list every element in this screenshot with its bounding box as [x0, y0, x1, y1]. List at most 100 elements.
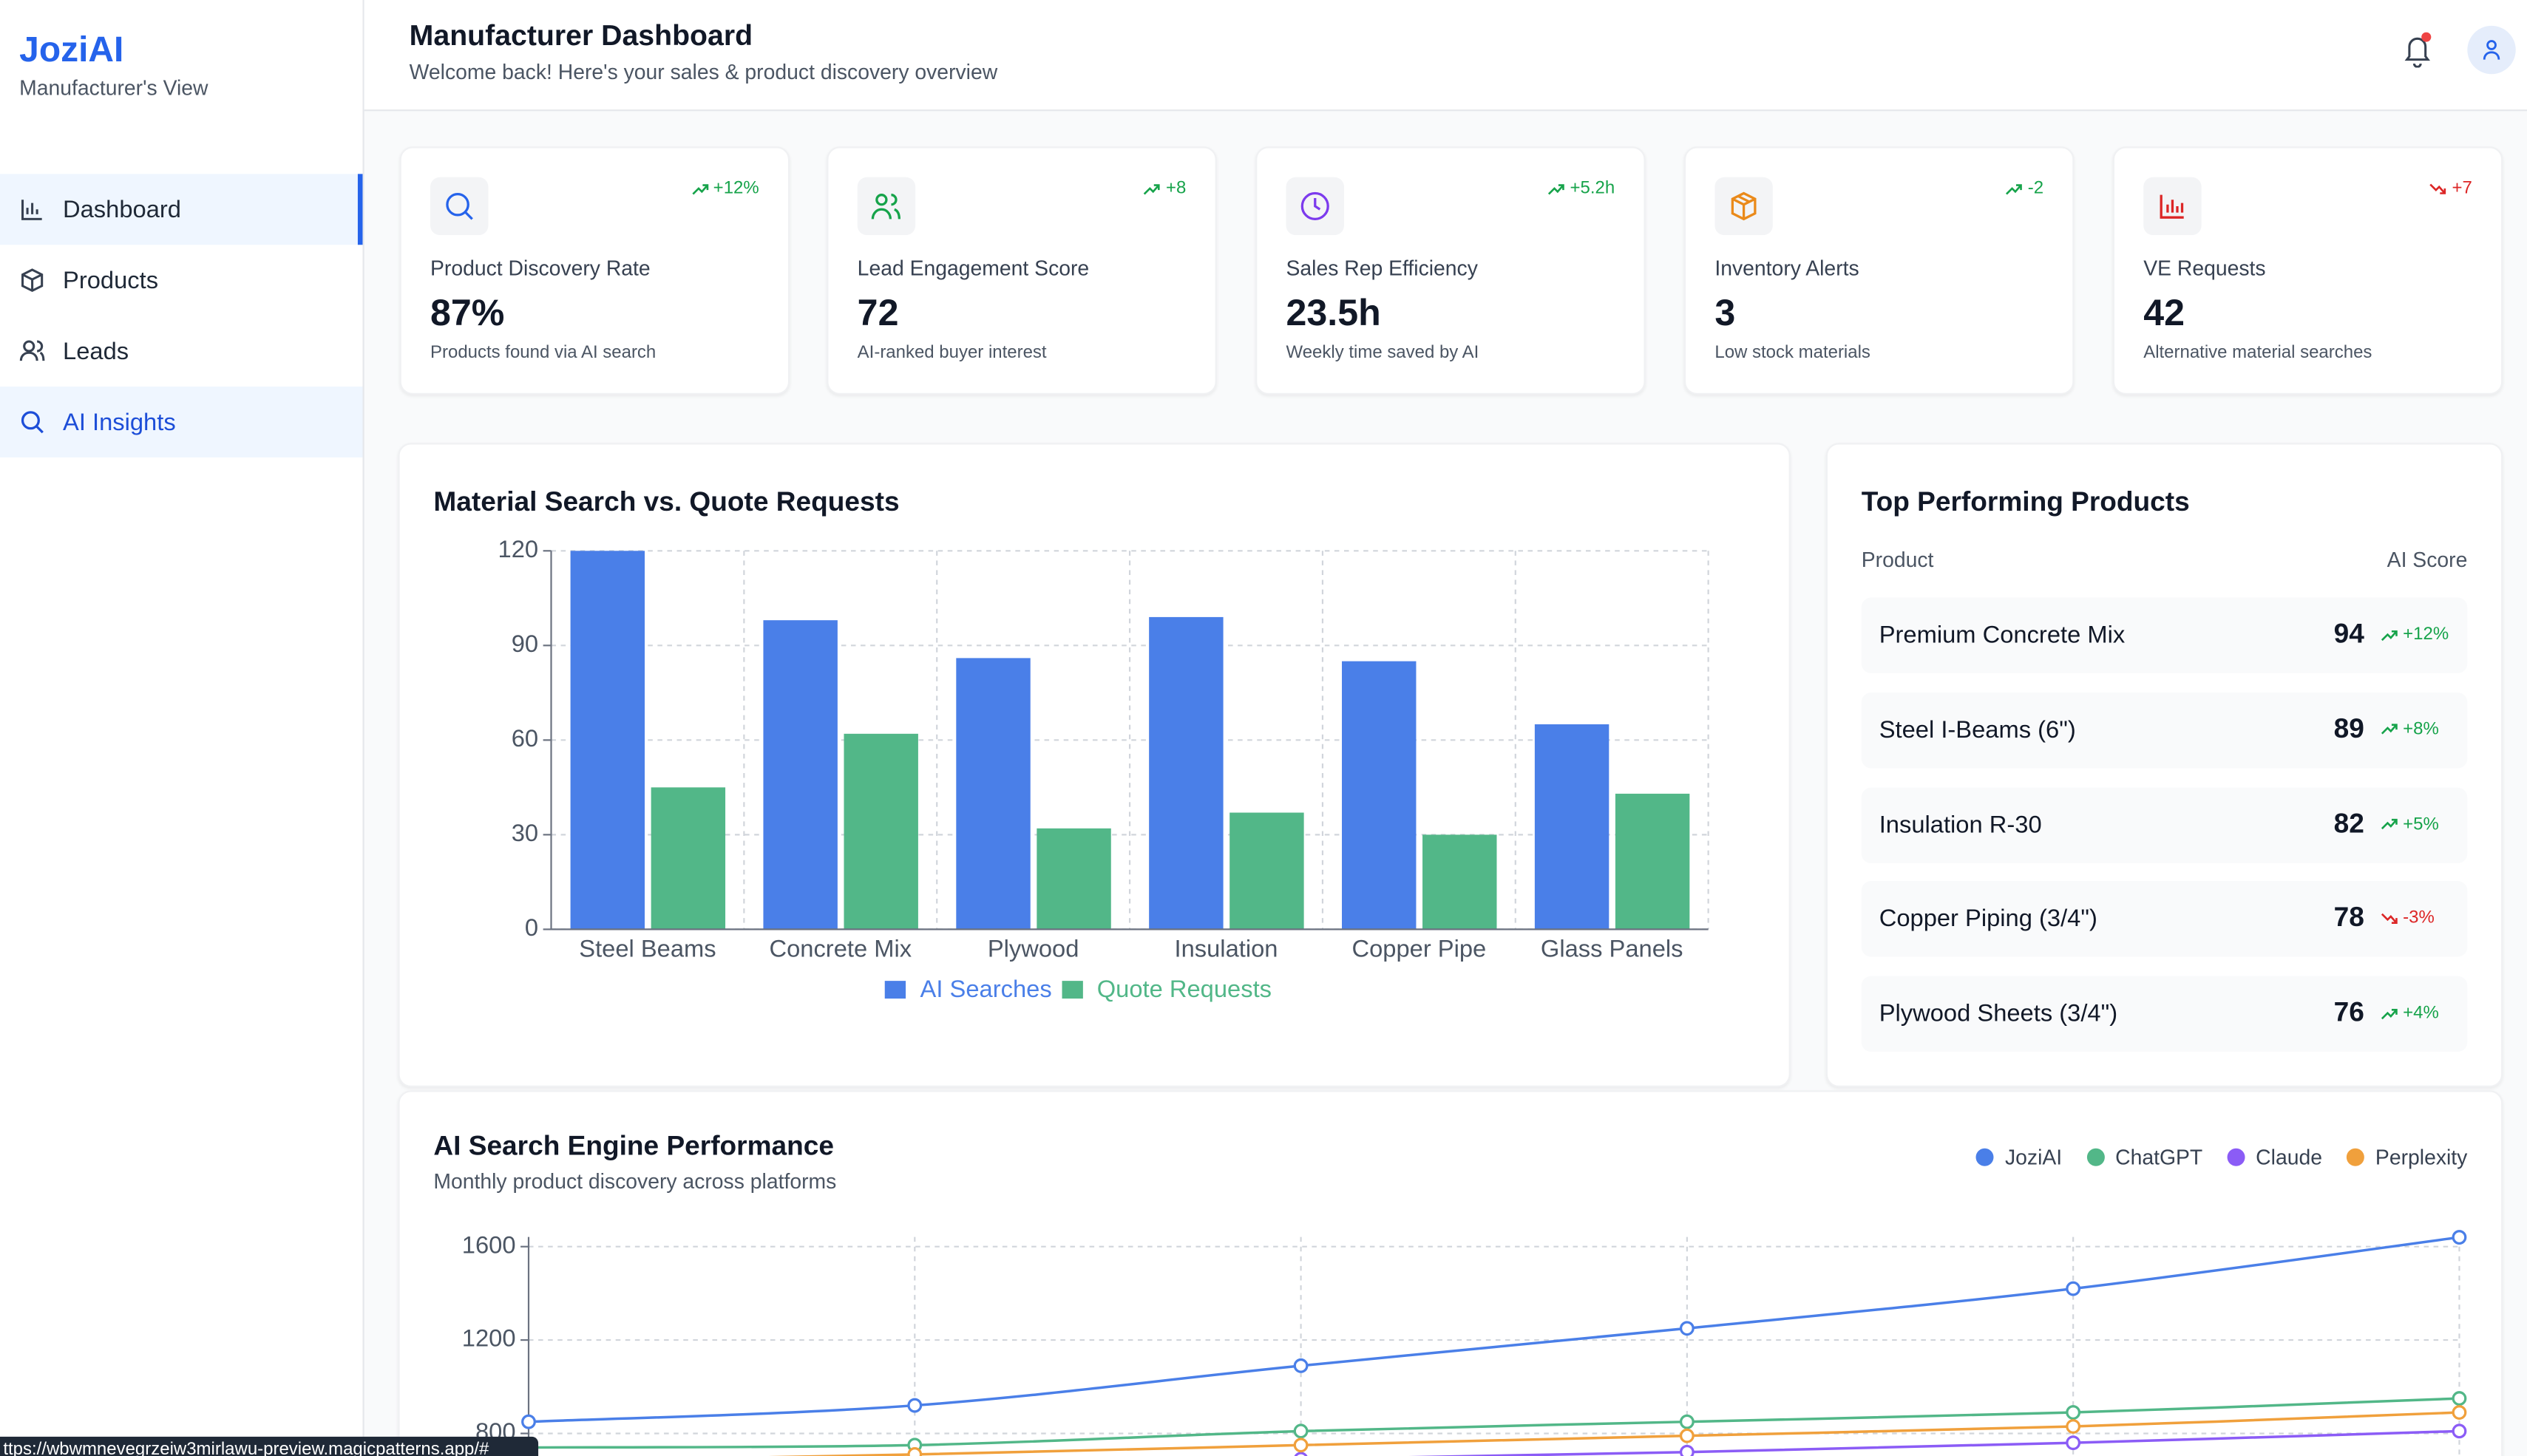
x-tick-label: Concrete Mix: [769, 934, 912, 962]
kpi-value: 23.5h: [1286, 291, 1381, 334]
kpi-card: +8 Lead Engagement Score 72 AI-ranked buyer…: [827, 146, 1217, 395]
line-series: [528, 1397, 2460, 1449]
line-chart-card: AI Search Engine Performance Monthly pro…: [398, 1090, 2503, 1456]
kpi-label: Inventory Alerts: [1714, 256, 1859, 281]
data-point: [1293, 1423, 1309, 1439]
y-tick-label: 1200: [462, 1324, 516, 1352]
nav-item[interactable]: Leads: [0, 316, 362, 387]
product-change: +5%: [2381, 814, 2439, 834]
kpi-value: 3: [1714, 291, 1736, 334]
y-tick-label: 120: [498, 535, 539, 562]
kpi-icon: [430, 177, 489, 236]
kpi-card: -2 Inventory Alerts 3 Low stock materials: [1683, 146, 2075, 395]
line-series: [528, 1236, 2460, 1423]
data-point: [2452, 1391, 2467, 1406]
kpi-note: Products found via AI search: [430, 343, 657, 363]
data-point: [1294, 1452, 1308, 1456]
nav-label: Leads: [63, 337, 129, 365]
bar: [1615, 793, 1690, 930]
data-point: [1679, 1321, 1695, 1336]
product-row[interactable]: Premium Concrete Mix 94 +12%: [1861, 597, 2468, 673]
header: Manufacturer Dashboard Welcome back! Her…: [364, 0, 2527, 112]
legend-swatch: [2226, 1148, 2245, 1166]
kpi-change-value: +8: [1166, 178, 1187, 199]
kpi-change-value: +7: [2452, 178, 2472, 199]
bar: [1422, 834, 1497, 930]
x-tick-label: Steel Beams: [579, 934, 716, 962]
nav-item[interactable]: Dashboard: [0, 174, 363, 245]
product-change-value: -3%: [2403, 908, 2435, 929]
line-series: [1406, 1429, 2460, 1456]
notification-bell[interactable]: [2401, 32, 2434, 68]
product-name: Plywood Sheets (3/4"): [1879, 1000, 2118, 1028]
kpi-icon: [857, 177, 916, 236]
legend-label: ChatGPT: [2115, 1145, 2203, 1170]
y-tick-label: 30: [512, 819, 538, 846]
y-tick-label: 0: [525, 914, 538, 941]
kpi-change: +5.2h: [1547, 179, 1615, 198]
y-tick-label: 1600: [462, 1231, 516, 1258]
data-point: [2452, 1423, 2467, 1439]
kpi-note: Low stock materials: [1714, 343, 1870, 363]
data-point: [2066, 1419, 2081, 1434]
nav-label: AI Insights: [63, 408, 176, 436]
brand[interactable]: JoziAI: [19, 29, 124, 69]
legend-swatch: [1975, 1148, 1994, 1166]
data-point: [1293, 1358, 1309, 1373]
nav-item[interactable]: Products: [0, 245, 362, 316]
kpi-label: Product Discovery Rate: [430, 256, 651, 281]
data-point: [907, 1447, 923, 1456]
kpi-value: 42: [2143, 291, 2185, 334]
product-score: 94: [2333, 618, 2364, 650]
page-subtitle: Welcome back! Here's your sales & produc…: [409, 59, 998, 84]
bar: [1342, 661, 1417, 930]
product-change-value: +5%: [2403, 814, 2439, 834]
bar: [956, 658, 1031, 930]
product-row[interactable]: Insulation R-30 82 +5%: [1861, 786, 2468, 863]
legend: JoziAI ChatGPT Claude Perplexity: [1975, 1145, 2467, 1170]
kpi-change: +12%: [691, 179, 759, 198]
column-header: Product: [1861, 547, 1934, 572]
chart-subtitle: Monthly product discovery across platfor…: [433, 1169, 837, 1194]
kpi-card: +7 VE Requests 42 Alternative material sear…: [2112, 146, 2503, 395]
legend: AI Searches Quote Requests: [500, 976, 1657, 1004]
legend-label: Quote Requests: [1096, 976, 1272, 1004]
nav-item[interactable]: AI Insights: [0, 387, 363, 457]
product-score: 78: [2333, 902, 2364, 933]
product-name: Copper Piping (3/4"): [1879, 905, 2097, 933]
page-title: Manufacturer Dashboard: [409, 19, 753, 52]
user-avatar[interactable]: [2467, 25, 2516, 75]
kpi-label: VE Requests: [2143, 256, 2266, 281]
data-point: [521, 1414, 536, 1429]
product-score: 89: [2333, 712, 2364, 744]
data-point: [1679, 1428, 1695, 1443]
data-point: [907, 1398, 923, 1413]
brand-subtitle: Manufacturer's View: [19, 75, 208, 101]
nav-label: Products: [63, 266, 159, 294]
kpi-change-value: -2: [2027, 178, 2044, 199]
y-tick-label: 60: [512, 724, 538, 752]
product-row[interactable]: Plywood Sheets (3/4") 76 +4%: [1861, 976, 2468, 1052]
line-series: [769, 1411, 2460, 1456]
bar: [1534, 724, 1610, 930]
card-title: Top Performing Products: [1861, 486, 2190, 517]
product-change: +12%: [2381, 625, 2449, 644]
chart-title: Material Search vs. Quote Requests: [433, 486, 900, 517]
legend-label: AI Searches: [920, 976, 1052, 1004]
product-row[interactable]: Copper Piping (3/4") 78 -3%: [1861, 881, 2468, 958]
x-tick-label: Plywood: [988, 934, 1079, 962]
product-change-value: +4%: [2403, 1004, 2439, 1024]
nav-label: Dashboard: [63, 195, 181, 223]
kpi-label: Lead Engagement Score: [857, 256, 1090, 281]
chart-title: AI Search Engine Performance: [433, 1130, 835, 1162]
column-header: AI Score: [2387, 547, 2468, 572]
kpi-change: +8: [1144, 178, 1187, 199]
product-change-value: +8%: [2403, 719, 2439, 739]
data-point: [2452, 1230, 2467, 1245]
product-score: 76: [2333, 997, 2364, 1028]
product-change: -3%: [2381, 909, 2435, 928]
kpi-change-value: +12%: [713, 178, 759, 199]
product-row[interactable]: Steel I-Beams (6") 89 +8%: [1861, 692, 2468, 769]
